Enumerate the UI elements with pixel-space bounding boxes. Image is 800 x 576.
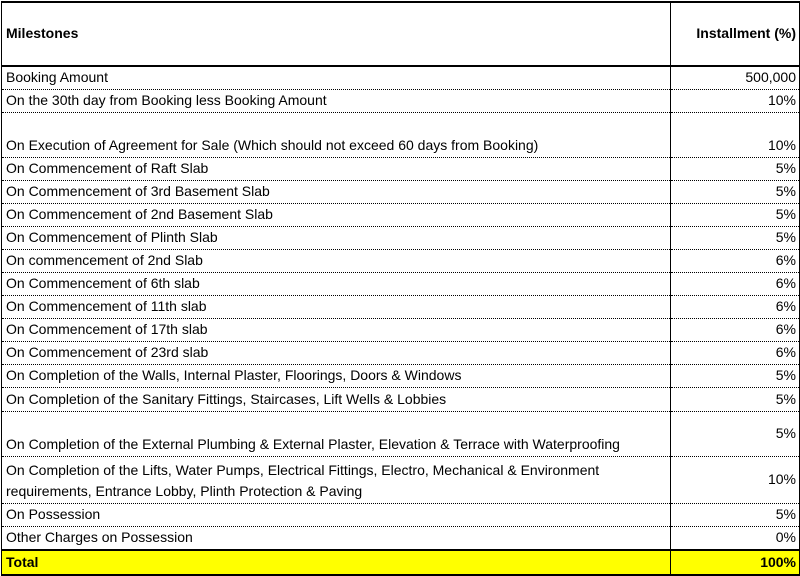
installment-cell: 10%: [670, 89, 800, 113]
installment-cell: 5%: [670, 503, 800, 527]
milestone-cell: On Commencement of Raft Slab: [1, 157, 671, 181]
milestone-cell: On Possession: [1, 503, 671, 527]
table-row: On the 30th day from Booking less Bookin…: [1, 89, 800, 113]
installment-cell: 6%: [670, 318, 800, 342]
installment-cell: 10%: [670, 456, 800, 504]
installment-cell: 500,000: [670, 66, 800, 90]
milestone-cell: Booking Amount: [1, 66, 671, 90]
table-row: On Commencement of 3rd Basement Slab 5%: [1, 180, 800, 204]
installment-cell: 6%: [670, 341, 800, 365]
installment-cell: 10%: [670, 112, 800, 158]
table-row: On Possession 5%: [1, 503, 800, 527]
installment-cell: 5%: [670, 411, 800, 457]
installment-cell: 5%: [670, 157, 800, 181]
table-row: Booking Amount 500,000: [1, 66, 800, 90]
installment-cell: 5%: [670, 387, 800, 412]
header-row: Milestones Installment (%): [1, 1, 800, 67]
milestone-cell: On Completion of the External Plumbing &…: [1, 411, 671, 457]
milestone-cell: On Execution of Agreement for Sale (Whic…: [1, 112, 671, 158]
table-row: Other Charges on Possession 0%: [1, 526, 800, 551]
milestone-cell: On Completion of the Walls, Internal Pla…: [1, 364, 671, 388]
milestone-cell: On Commencement of Plinth Slab: [1, 226, 671, 250]
milestone-cell: On Completion of the Sanitary Fittings, …: [1, 387, 671, 412]
installment-cell: 6%: [670, 272, 800, 296]
table-row: On Commencement of 23rd slab 6%: [1, 341, 800, 365]
milestone-cell: On commencement of 2nd Slab: [1, 249, 671, 273]
table-row: On Completion of the Lifts, Water Pumps,…: [1, 456, 800, 504]
table-row: On Commencement of Plinth Slab 5%: [1, 226, 800, 250]
installment-cell: 0%: [670, 526, 800, 551]
table-row: On Commencement of 11th slab 6%: [1, 295, 800, 319]
table-row: On Completion of the Walls, Internal Pla…: [1, 364, 800, 388]
table-row: On Commencement of 2nd Basement Slab 5%: [1, 203, 800, 227]
header-cell: Milestones: [1, 1, 671, 67]
milestone-cell: On Commencement of 2nd Basement Slab: [1, 203, 671, 227]
milestone-cell: On Commencement of 3rd Basement Slab: [1, 180, 671, 204]
milestone-cell: On Commencement of 17th slab: [1, 318, 671, 342]
total-label: Total: [1, 549, 671, 576]
milestone-cell: Other Charges on Possession: [1, 526, 671, 551]
milestone-cell: On the 30th day from Booking less Bookin…: [1, 89, 671, 113]
header-cell: Installment (%): [670, 1, 800, 67]
table-row: On Completion of the External Plumbing &…: [1, 411, 800, 457]
table-row: On Commencement of 17th slab 6%: [1, 318, 800, 342]
table-row: On Execution of Agreement for Sale (Whic…: [1, 112, 800, 158]
installment-cell: 5%: [670, 203, 800, 227]
installment-cell: 6%: [670, 295, 800, 319]
milestone-cell: On Completion of the Lifts, Water Pumps,…: [1, 456, 671, 504]
installment-cell: 5%: [670, 364, 800, 388]
installment-cell: 5%: [670, 226, 800, 250]
total-row: Total 100%: [1, 549, 800, 576]
total-value: 100%: [670, 549, 800, 576]
milestone-cell: On Commencement of 6th slab: [1, 272, 671, 296]
table-row: On Commencement of 6th slab 6%: [1, 272, 800, 296]
installment-cell: 5%: [670, 180, 800, 204]
installment-cell: 6%: [670, 249, 800, 273]
table-row: On Commencement of Raft Slab 5%: [1, 157, 800, 181]
milestone-cell: On Commencement of 23rd slab: [1, 341, 671, 365]
milestone-cell: On Commencement of 11th slab: [1, 295, 671, 319]
table-row: On commencement of 2nd Slab 6%: [1, 249, 800, 273]
table-row: On Completion of the Sanitary Fittings, …: [1, 387, 800, 412]
